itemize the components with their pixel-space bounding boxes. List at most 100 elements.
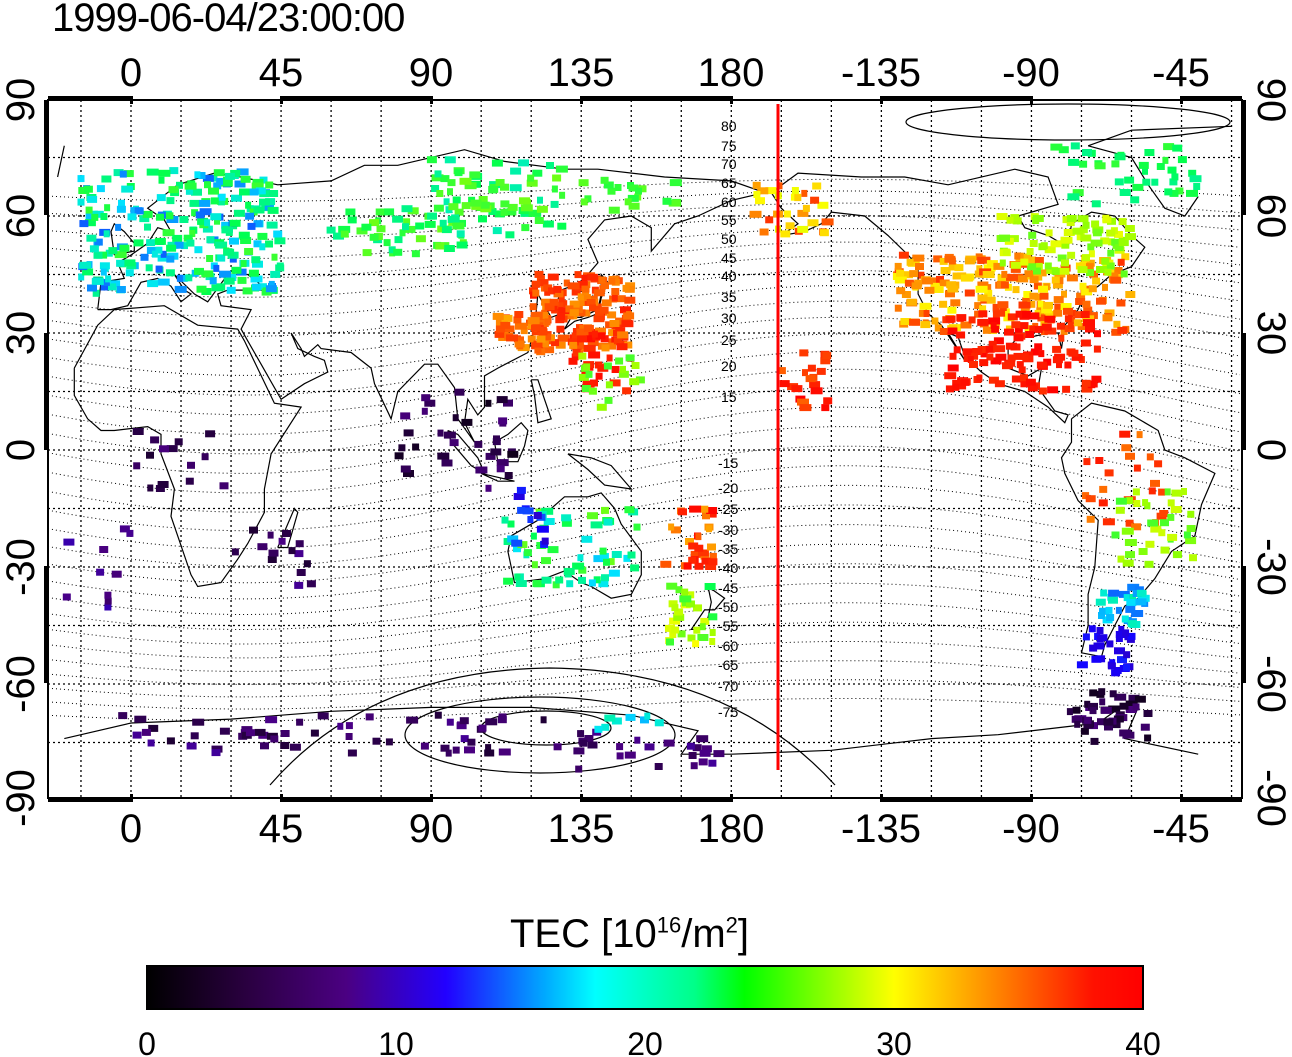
tec-point (1115, 506, 1125, 514)
tec-point (945, 385, 954, 393)
tec-point (1124, 539, 1137, 546)
tec-point (132, 731, 142, 739)
right-lat-label: 90 (1249, 78, 1292, 123)
tec-point (495, 325, 505, 333)
tec-point (1125, 452, 1135, 460)
tec-point (783, 210, 791, 218)
tec-point (233, 209, 245, 217)
tec-point (114, 251, 127, 259)
tec-point (1117, 656, 1127, 664)
tec-point (79, 220, 89, 228)
tec-point (613, 329, 620, 337)
tec-point (421, 394, 431, 402)
tec-point (497, 716, 507, 724)
tec-point (474, 440, 483, 448)
tec-point (1002, 362, 1013, 370)
tec-point (1011, 321, 1021, 329)
tec-point (1072, 189, 1084, 197)
tec-point (997, 301, 1009, 309)
tec-point (1088, 250, 1095, 258)
tec-point (1167, 533, 1178, 541)
lon-tick (1030, 794, 1033, 802)
contour-label: 60 (721, 194, 737, 210)
tec-point (945, 315, 956, 323)
tec-point (694, 562, 704, 570)
tec-point (514, 340, 525, 348)
tec-point (1096, 635, 1104, 643)
tec-point (1040, 242, 1048, 250)
tec-point (317, 712, 329, 720)
tec-point (1063, 307, 1073, 315)
tec-point (527, 174, 535, 182)
tec-point (616, 752, 624, 760)
contour-label: 20 (721, 358, 737, 374)
tec-point (1115, 497, 1127, 505)
tec-point (1033, 267, 1041, 275)
tec-point (1111, 328, 1122, 336)
tec-point (121, 185, 134, 193)
tec-point (1082, 315, 1095, 323)
tec-point (403, 218, 411, 226)
tec-point (584, 735, 594, 742)
tec-point (1113, 715, 1124, 723)
magnetic-contour (48, 621, 1241, 672)
tec-point (534, 346, 542, 354)
tec-point (189, 199, 200, 207)
tec-point (777, 367, 786, 375)
tec-point (491, 159, 503, 167)
tec-point (1067, 193, 1080, 201)
tec-point (662, 197, 672, 205)
tec-point (267, 206, 279, 214)
tec-point (1169, 189, 1179, 197)
tec-point (986, 353, 994, 361)
tec-point (1114, 647, 1125, 655)
tec-point (571, 353, 579, 361)
tec-point (306, 580, 316, 588)
tec-point (654, 763, 663, 770)
tec-point (785, 222, 795, 230)
tec-point (1114, 153, 1126, 161)
lon-tick (730, 96, 733, 104)
tec-point (1010, 265, 1021, 273)
tec-point (454, 169, 463, 177)
tec-point (640, 716, 649, 724)
tec-point (1009, 235, 1019, 243)
tec-point (111, 570, 122, 578)
tec-point (515, 580, 527, 587)
tec-point (603, 518, 613, 526)
tec-point (1093, 642, 1105, 650)
tec-point (1102, 283, 1108, 291)
tec-point (1094, 330, 1101, 338)
tec-point (89, 245, 99, 253)
tec-point (527, 335, 536, 343)
tec-point (411, 250, 420, 258)
coastline (480, 472, 515, 482)
tec-point (990, 321, 997, 329)
tec-point (194, 267, 204, 275)
tec-point (627, 194, 639, 202)
tec-point (561, 514, 572, 522)
tec-point (596, 403, 607, 411)
tec-point (533, 340, 543, 348)
tec-point (96, 568, 105, 576)
colorbar-label-exp2: 2 (725, 912, 738, 938)
tec-point (572, 562, 585, 570)
tec-point (119, 525, 130, 533)
tec-point (921, 277, 933, 285)
tec-point (457, 721, 465, 729)
tec-point (1019, 322, 1029, 330)
tec-point (1125, 605, 1136, 613)
tec-point (542, 220, 554, 228)
tec-point (1028, 231, 1037, 239)
tec-point (86, 234, 97, 242)
tec-point (517, 344, 530, 352)
lon-tick (430, 96, 433, 104)
tec-point (578, 576, 586, 584)
tec-point (376, 225, 386, 233)
tec-point (185, 274, 193, 282)
tec-point (604, 714, 616, 722)
coastline (690, 586, 726, 630)
tec-point (546, 162, 554, 169)
tec-point (595, 332, 606, 340)
top-lon-label: 180 (698, 51, 765, 95)
